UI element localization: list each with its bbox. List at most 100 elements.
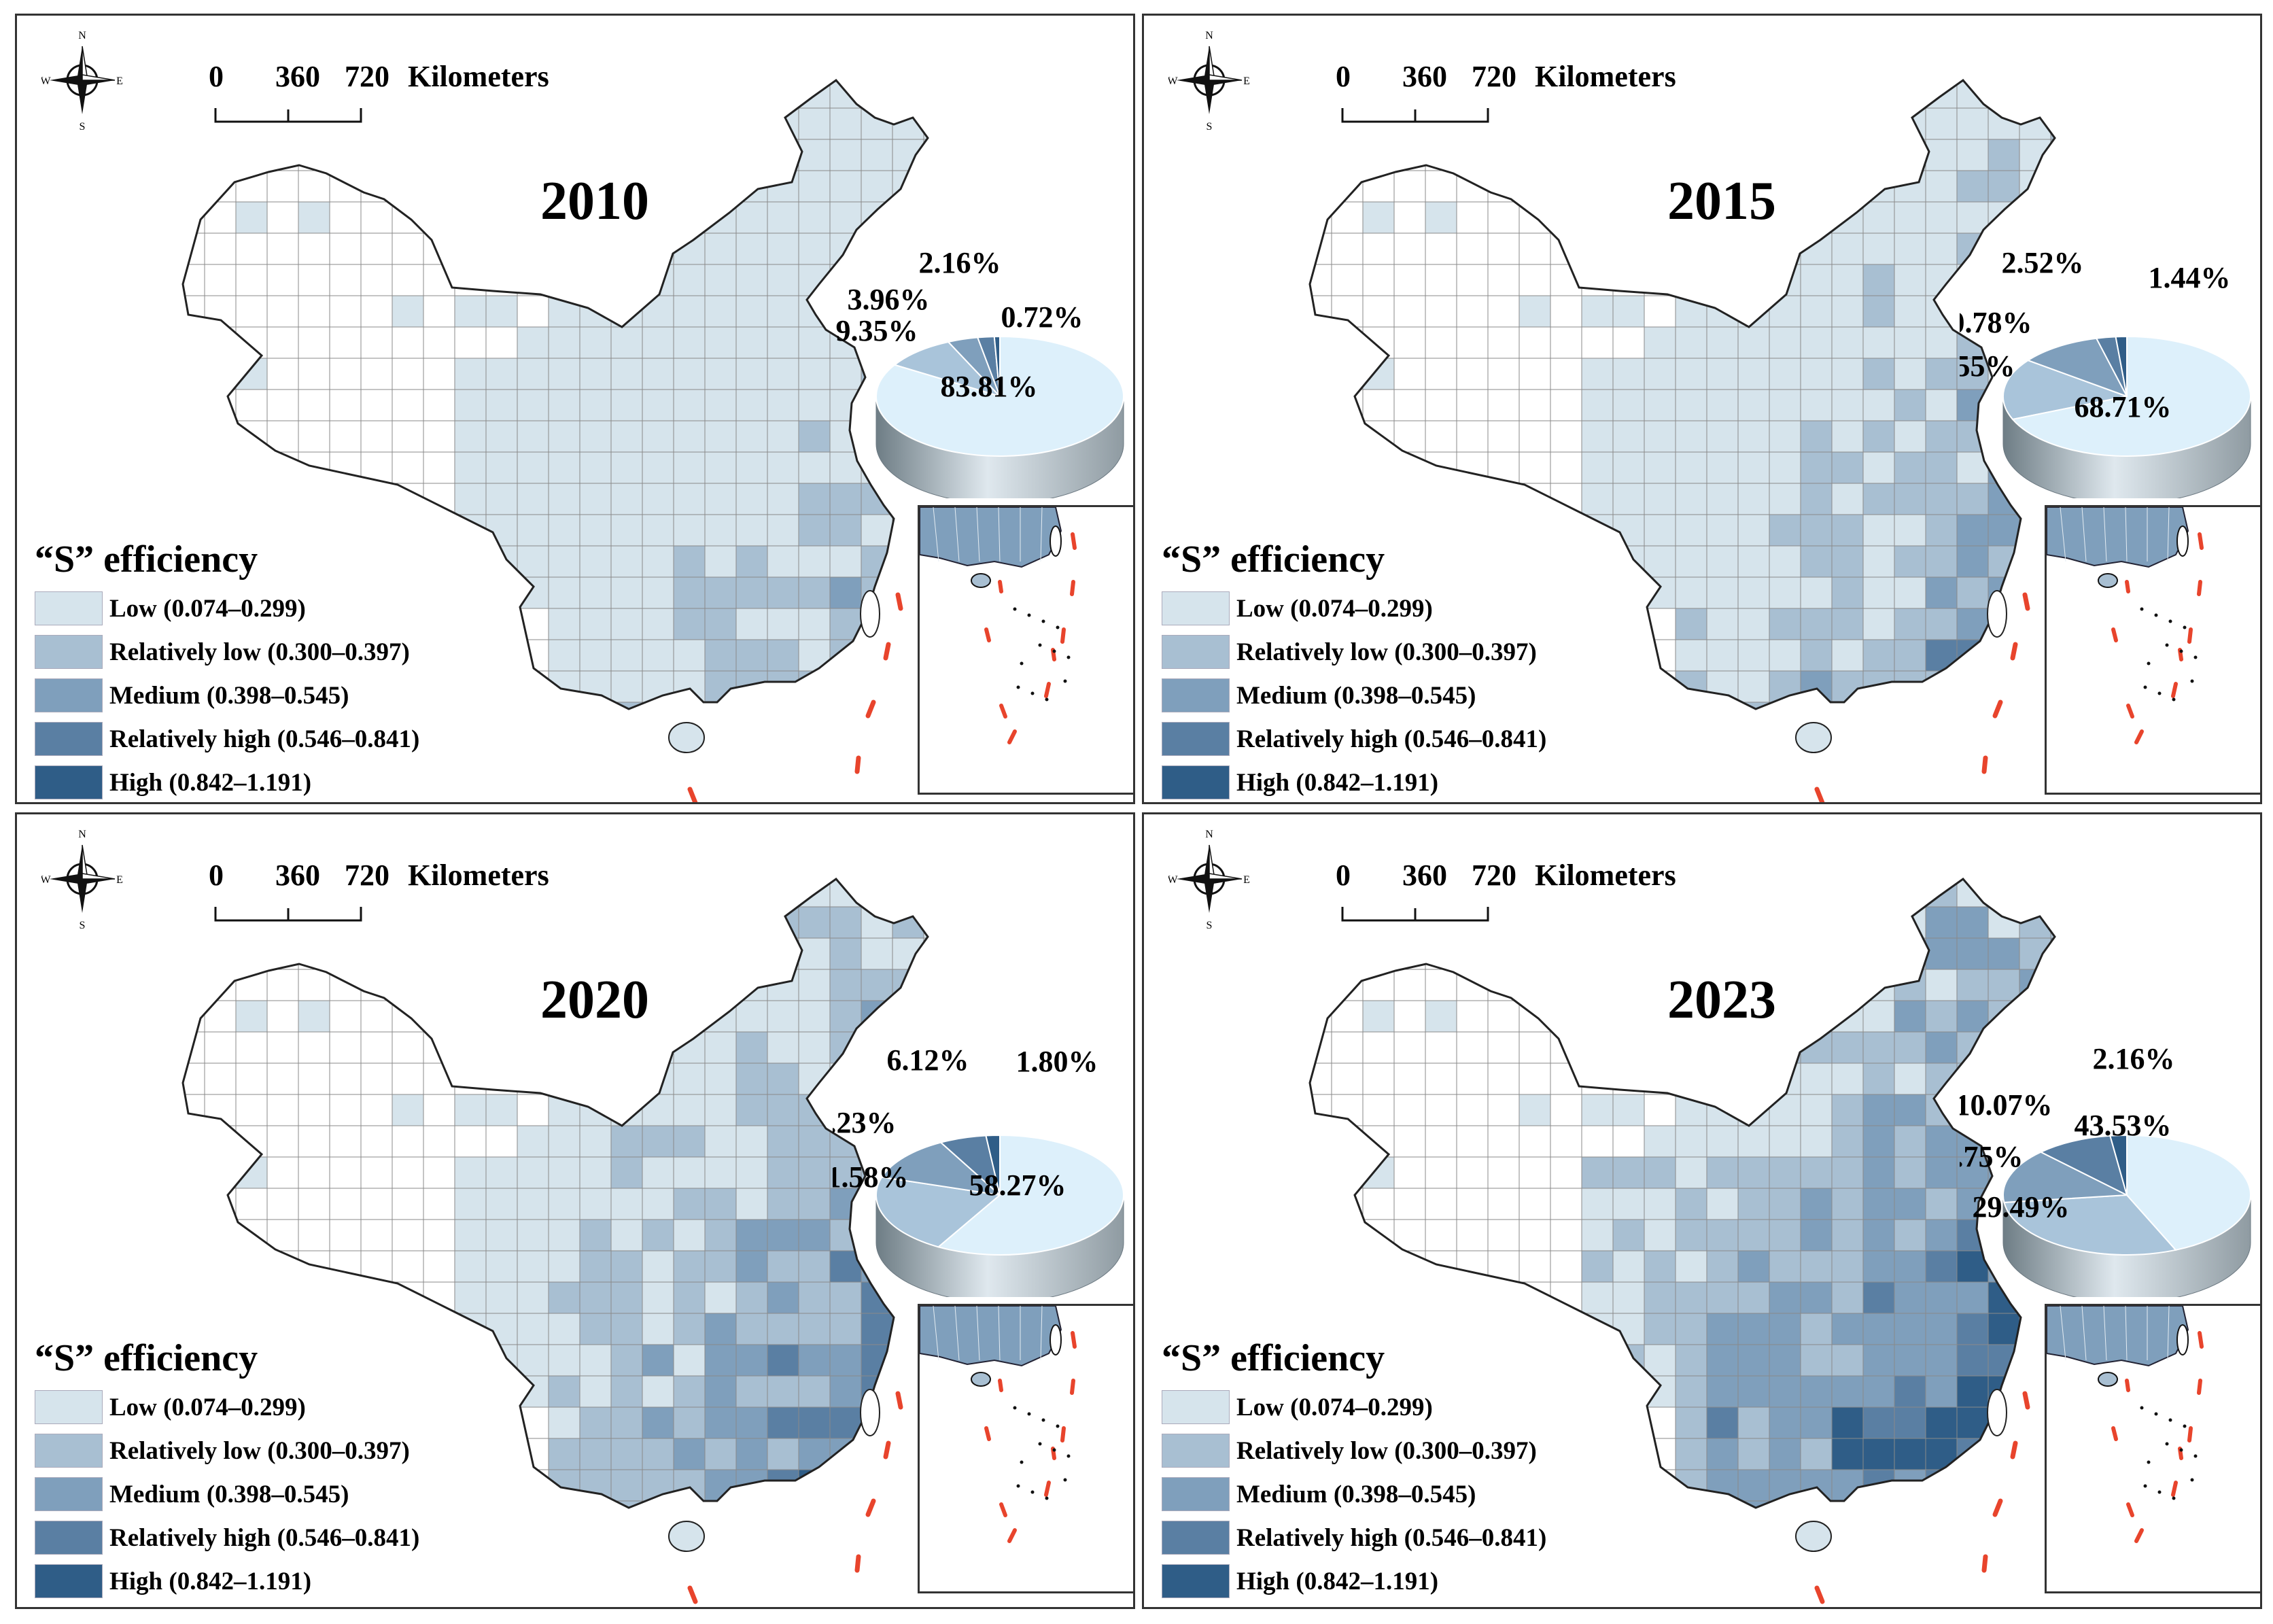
prefecture-region — [735, 1031, 768, 1064]
maritime-boundary-dashes — [1814, 592, 2030, 802]
prefecture-region — [392, 264, 424, 296]
prefecture-region — [423, 1188, 455, 1220]
prefecture-region — [1550, 107, 1582, 140]
prefecture-region — [548, 1313, 580, 1345]
prefecture-region — [1769, 639, 1801, 672]
prefecture-region — [360, 389, 393, 421]
prefecture-region — [1550, 906, 1582, 939]
prefecture-region — [735, 1406, 768, 1439]
prefecture-region — [642, 1406, 674, 1439]
prefecture-region — [1581, 170, 1614, 203]
south-china-sea-inset-map — [2045, 505, 2260, 795]
prefecture-region — [1800, 1219, 1833, 1251]
prefecture-region — [548, 1500, 580, 1508]
prefecture-region — [798, 969, 831, 1001]
prefecture-region — [454, 1000, 487, 1033]
prefecture-region — [1675, 514, 1707, 547]
prefecture-region — [1425, 1000, 1457, 1033]
prefecture-region — [704, 389, 737, 421]
prefecture-region — [1800, 1094, 1833, 1126]
scale-tick-label: 360 — [275, 859, 320, 892]
legend-title: “S” efficiency — [35, 1337, 258, 1379]
prefecture-region — [485, 451, 518, 484]
prefecture-region — [673, 107, 706, 140]
prefecture-region — [423, 969, 455, 1001]
prefecture-region — [235, 483, 268, 515]
prefecture-region — [1800, 139, 1833, 171]
prefecture-region — [1644, 232, 1676, 265]
prefecture-region — [1894, 1188, 1926, 1220]
prefecture-region — [1925, 514, 1958, 547]
prefecture-region — [2050, 201, 2055, 234]
prefecture-region — [1581, 232, 1614, 265]
prefecture-region — [1737, 702, 1770, 709]
prefecture-region — [1581, 1156, 1614, 1189]
prefecture-region — [1800, 906, 1833, 939]
prefecture-region — [610, 1062, 643, 1095]
prefecture-region — [1331, 451, 1364, 484]
prefecture-region — [1331, 358, 1364, 390]
prefecture-region — [517, 420, 549, 453]
prefecture-region — [204, 1125, 237, 1158]
prefecture-region — [579, 608, 612, 640]
legend-swatch — [1162, 635, 1230, 669]
legend-label: Relatively high (0.546–0.841) — [1236, 1523, 1547, 1552]
prefecture-region — [735, 170, 768, 203]
prefecture-region — [1310, 1094, 1332, 1126]
prefecture-region — [1800, 483, 1833, 515]
prefecture-region — [1800, 201, 1833, 234]
prefecture-region — [579, 358, 612, 390]
prefecture-region — [735, 139, 768, 171]
prefecture-region — [423, 1062, 455, 1095]
taiwan-island — [1987, 590, 2007, 638]
prefecture-region — [1769, 1281, 1801, 1314]
prefecture-region — [2050, 937, 2055, 970]
prefecture-region — [298, 1000, 330, 1033]
prefecture-region — [360, 232, 393, 265]
china-map — [181, 78, 929, 802]
prefecture-region — [1737, 1469, 1770, 1502]
prefecture-region — [642, 358, 674, 390]
prefecture-region — [392, 295, 424, 328]
prefecture-region — [1737, 1156, 1770, 1189]
prefecture-region — [548, 906, 580, 939]
prefecture-region — [517, 358, 549, 390]
prefecture-region — [1550, 264, 1582, 296]
prefecture-region — [204, 1156, 237, 1189]
prefecture-region — [1831, 1062, 1864, 1095]
prefecture-region — [1675, 1188, 1707, 1220]
prefecture-region — [1393, 1250, 1426, 1283]
prefecture-region — [454, 1062, 487, 1095]
prefecture-region — [1706, 1219, 1739, 1251]
prefecture-region — [1550, 358, 1582, 390]
legend-label: Relatively high (0.546–0.841) — [109, 1523, 420, 1552]
prefecture-region — [329, 1250, 362, 1283]
prefecture-region — [1831, 1031, 1864, 1064]
prefecture-region — [704, 1375, 737, 1408]
prefecture-region — [235, 1031, 268, 1064]
prefecture-region — [1310, 969, 1332, 1001]
prefecture-region — [183, 170, 205, 203]
hainan-island — [668, 722, 705, 753]
prefecture-region — [704, 170, 737, 203]
prefecture-region — [704, 358, 737, 390]
prefecture-region — [1675, 576, 1707, 609]
prefecture-region — [1362, 1156, 1395, 1189]
prefecture-region — [1310, 420, 1332, 453]
prefecture-region — [1925, 1313, 1958, 1345]
prefecture-region — [1956, 1313, 1989, 1345]
prefecture-region — [360, 1156, 393, 1189]
prefecture-region — [423, 295, 455, 328]
prefecture-region — [1519, 420, 1551, 453]
prefecture-region — [923, 1000, 928, 1033]
legend: “S” efficiency Low (0.074–0.299) Relativel… — [1162, 538, 1678, 802]
prefecture-region — [1862, 1188, 1895, 1220]
prefecture-region — [548, 451, 580, 484]
prefecture-region — [704, 969, 737, 1001]
prefecture-region — [1769, 576, 1801, 609]
prefecture-region — [266, 264, 299, 296]
prefecture-region — [1644, 295, 1676, 328]
prefecture-region — [454, 1188, 487, 1220]
prefecture-region — [298, 1281, 330, 1314]
prefecture-region — [704, 1094, 737, 1126]
